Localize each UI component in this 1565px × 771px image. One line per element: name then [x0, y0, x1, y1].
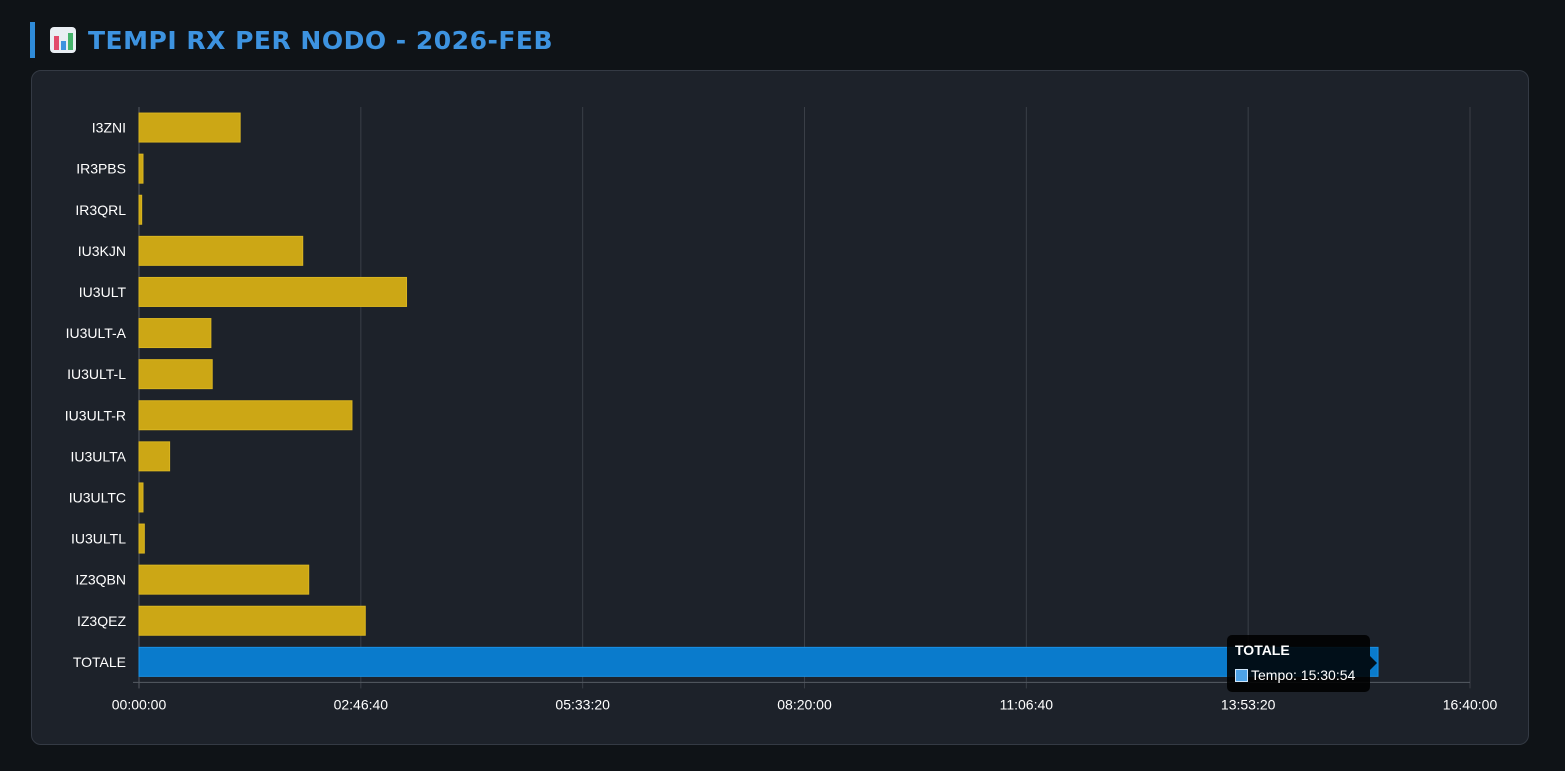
y-tick-label: IR3QRL: [75, 202, 126, 218]
bar[interactable]: [138, 482, 144, 513]
x-tick-label: 11:06:40: [1000, 696, 1054, 712]
bar[interactable]: [138, 605, 366, 636]
bar-chart-icon: [50, 27, 76, 53]
tooltip-swatch: [1235, 668, 1248, 682]
y-tick-label: IU3ULT-A: [66, 325, 127, 341]
bar[interactable]: [138, 153, 144, 184]
y-tick-label: IU3ULTA: [71, 448, 127, 464]
page-title: TEMPI RX PER NODO - 2026-FEB: [88, 25, 554, 55]
bar[interactable]: [138, 276, 408, 307]
bar[interactable]: [138, 112, 241, 143]
y-tick-label: IU3ULT: [79, 284, 127, 300]
bar[interactable]: [138, 523, 145, 554]
x-tick-label: 02:46:40: [334, 696, 389, 712]
bar[interactable]: [138, 564, 310, 595]
chart-tooltip: TOTALE Tempo: 15:30:54: [1227, 635, 1370, 692]
y-tick-label: TOTALE: [73, 654, 126, 670]
title-accent-bar: [30, 22, 35, 58]
bar[interactable]: [138, 235, 304, 266]
x-tick-label: 13:53:20: [1221, 696, 1276, 712]
bar[interactable]: [138, 194, 143, 225]
tooltip-title: TOTALE: [1235, 642, 1290, 658]
y-tick-label: IU3ULT-L: [67, 366, 126, 382]
x-tick-label: 16:40:00: [1443, 696, 1498, 712]
y-tick-label: IR3PBS: [76, 161, 126, 177]
chart-header: TEMPI RX PER NODO - 2026-FEB: [30, 22, 553, 58]
y-tick-label: IZ3QBN: [75, 572, 126, 588]
bar-totale[interactable]: [138, 646, 1379, 677]
bar[interactable]: [138, 318, 212, 349]
x-tick-label: 05:33:20: [555, 696, 610, 712]
y-tick-label: IU3KJN: [78, 243, 126, 259]
y-tick-label: I3ZNI: [92, 120, 126, 136]
y-tick-label: IZ3QEZ: [77, 613, 126, 629]
tooltip-caret: [1370, 656, 1377, 670]
bar[interactable]: [138, 400, 353, 431]
x-tick-label: 00:00:00: [112, 696, 167, 712]
y-tick-label: IU3ULTC: [69, 489, 126, 505]
tooltip-label: Tempo: 15:30:54: [1251, 667, 1356, 683]
bar[interactable]: [138, 359, 213, 390]
y-tick-label: IU3ULTL: [71, 531, 126, 547]
y-tick-label: IU3ULT-R: [65, 407, 126, 423]
bar[interactable]: [138, 441, 171, 472]
x-tick-label: 08:20:00: [777, 696, 832, 712]
